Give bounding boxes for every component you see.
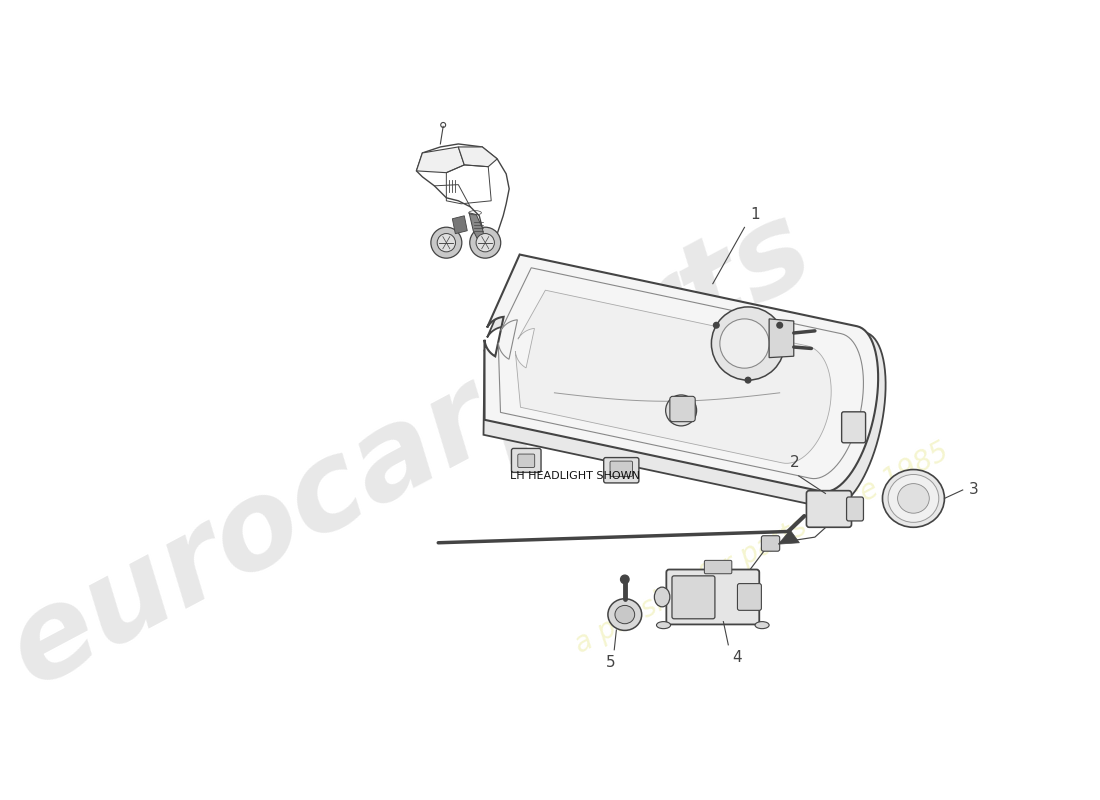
FancyBboxPatch shape — [806, 490, 851, 527]
Circle shape — [714, 322, 719, 328]
FancyBboxPatch shape — [737, 583, 761, 610]
Polygon shape — [469, 213, 485, 242]
FancyBboxPatch shape — [761, 536, 780, 551]
Ellipse shape — [608, 598, 641, 630]
Circle shape — [470, 227, 500, 258]
Circle shape — [476, 234, 494, 252]
Ellipse shape — [898, 484, 929, 513]
FancyBboxPatch shape — [672, 576, 715, 618]
Circle shape — [666, 395, 696, 426]
Text: LH HEADLIGHT SHOWN: LH HEADLIGHT SHOWN — [510, 471, 640, 481]
Polygon shape — [459, 147, 497, 166]
Ellipse shape — [657, 622, 671, 629]
Polygon shape — [417, 147, 464, 173]
Text: 5: 5 — [606, 654, 616, 670]
Ellipse shape — [888, 474, 938, 522]
FancyBboxPatch shape — [704, 560, 732, 574]
FancyBboxPatch shape — [667, 570, 759, 625]
Text: a passion for parts since 1985: a passion for parts since 1985 — [570, 437, 954, 658]
Text: 1: 1 — [750, 206, 760, 222]
Ellipse shape — [615, 606, 635, 624]
Polygon shape — [779, 530, 800, 544]
Ellipse shape — [654, 587, 670, 607]
Circle shape — [431, 227, 462, 258]
Circle shape — [719, 319, 769, 368]
Ellipse shape — [755, 622, 769, 629]
FancyBboxPatch shape — [512, 449, 541, 472]
Circle shape — [712, 307, 784, 380]
Circle shape — [437, 234, 455, 252]
Polygon shape — [484, 254, 878, 492]
Polygon shape — [769, 319, 794, 358]
FancyBboxPatch shape — [847, 497, 864, 521]
FancyBboxPatch shape — [518, 454, 535, 467]
Text: 4: 4 — [732, 650, 741, 665]
FancyBboxPatch shape — [610, 461, 632, 477]
FancyBboxPatch shape — [604, 458, 639, 483]
Circle shape — [745, 378, 751, 383]
Circle shape — [777, 322, 782, 328]
FancyBboxPatch shape — [670, 396, 695, 422]
Text: 2: 2 — [791, 455, 800, 470]
FancyBboxPatch shape — [842, 412, 866, 442]
Text: 3: 3 — [968, 482, 978, 498]
Polygon shape — [515, 290, 832, 463]
Circle shape — [620, 575, 629, 583]
Polygon shape — [452, 216, 468, 234]
Ellipse shape — [882, 470, 945, 527]
Polygon shape — [484, 259, 886, 508]
Text: eurocarparts: eurocarparts — [0, 188, 830, 710]
